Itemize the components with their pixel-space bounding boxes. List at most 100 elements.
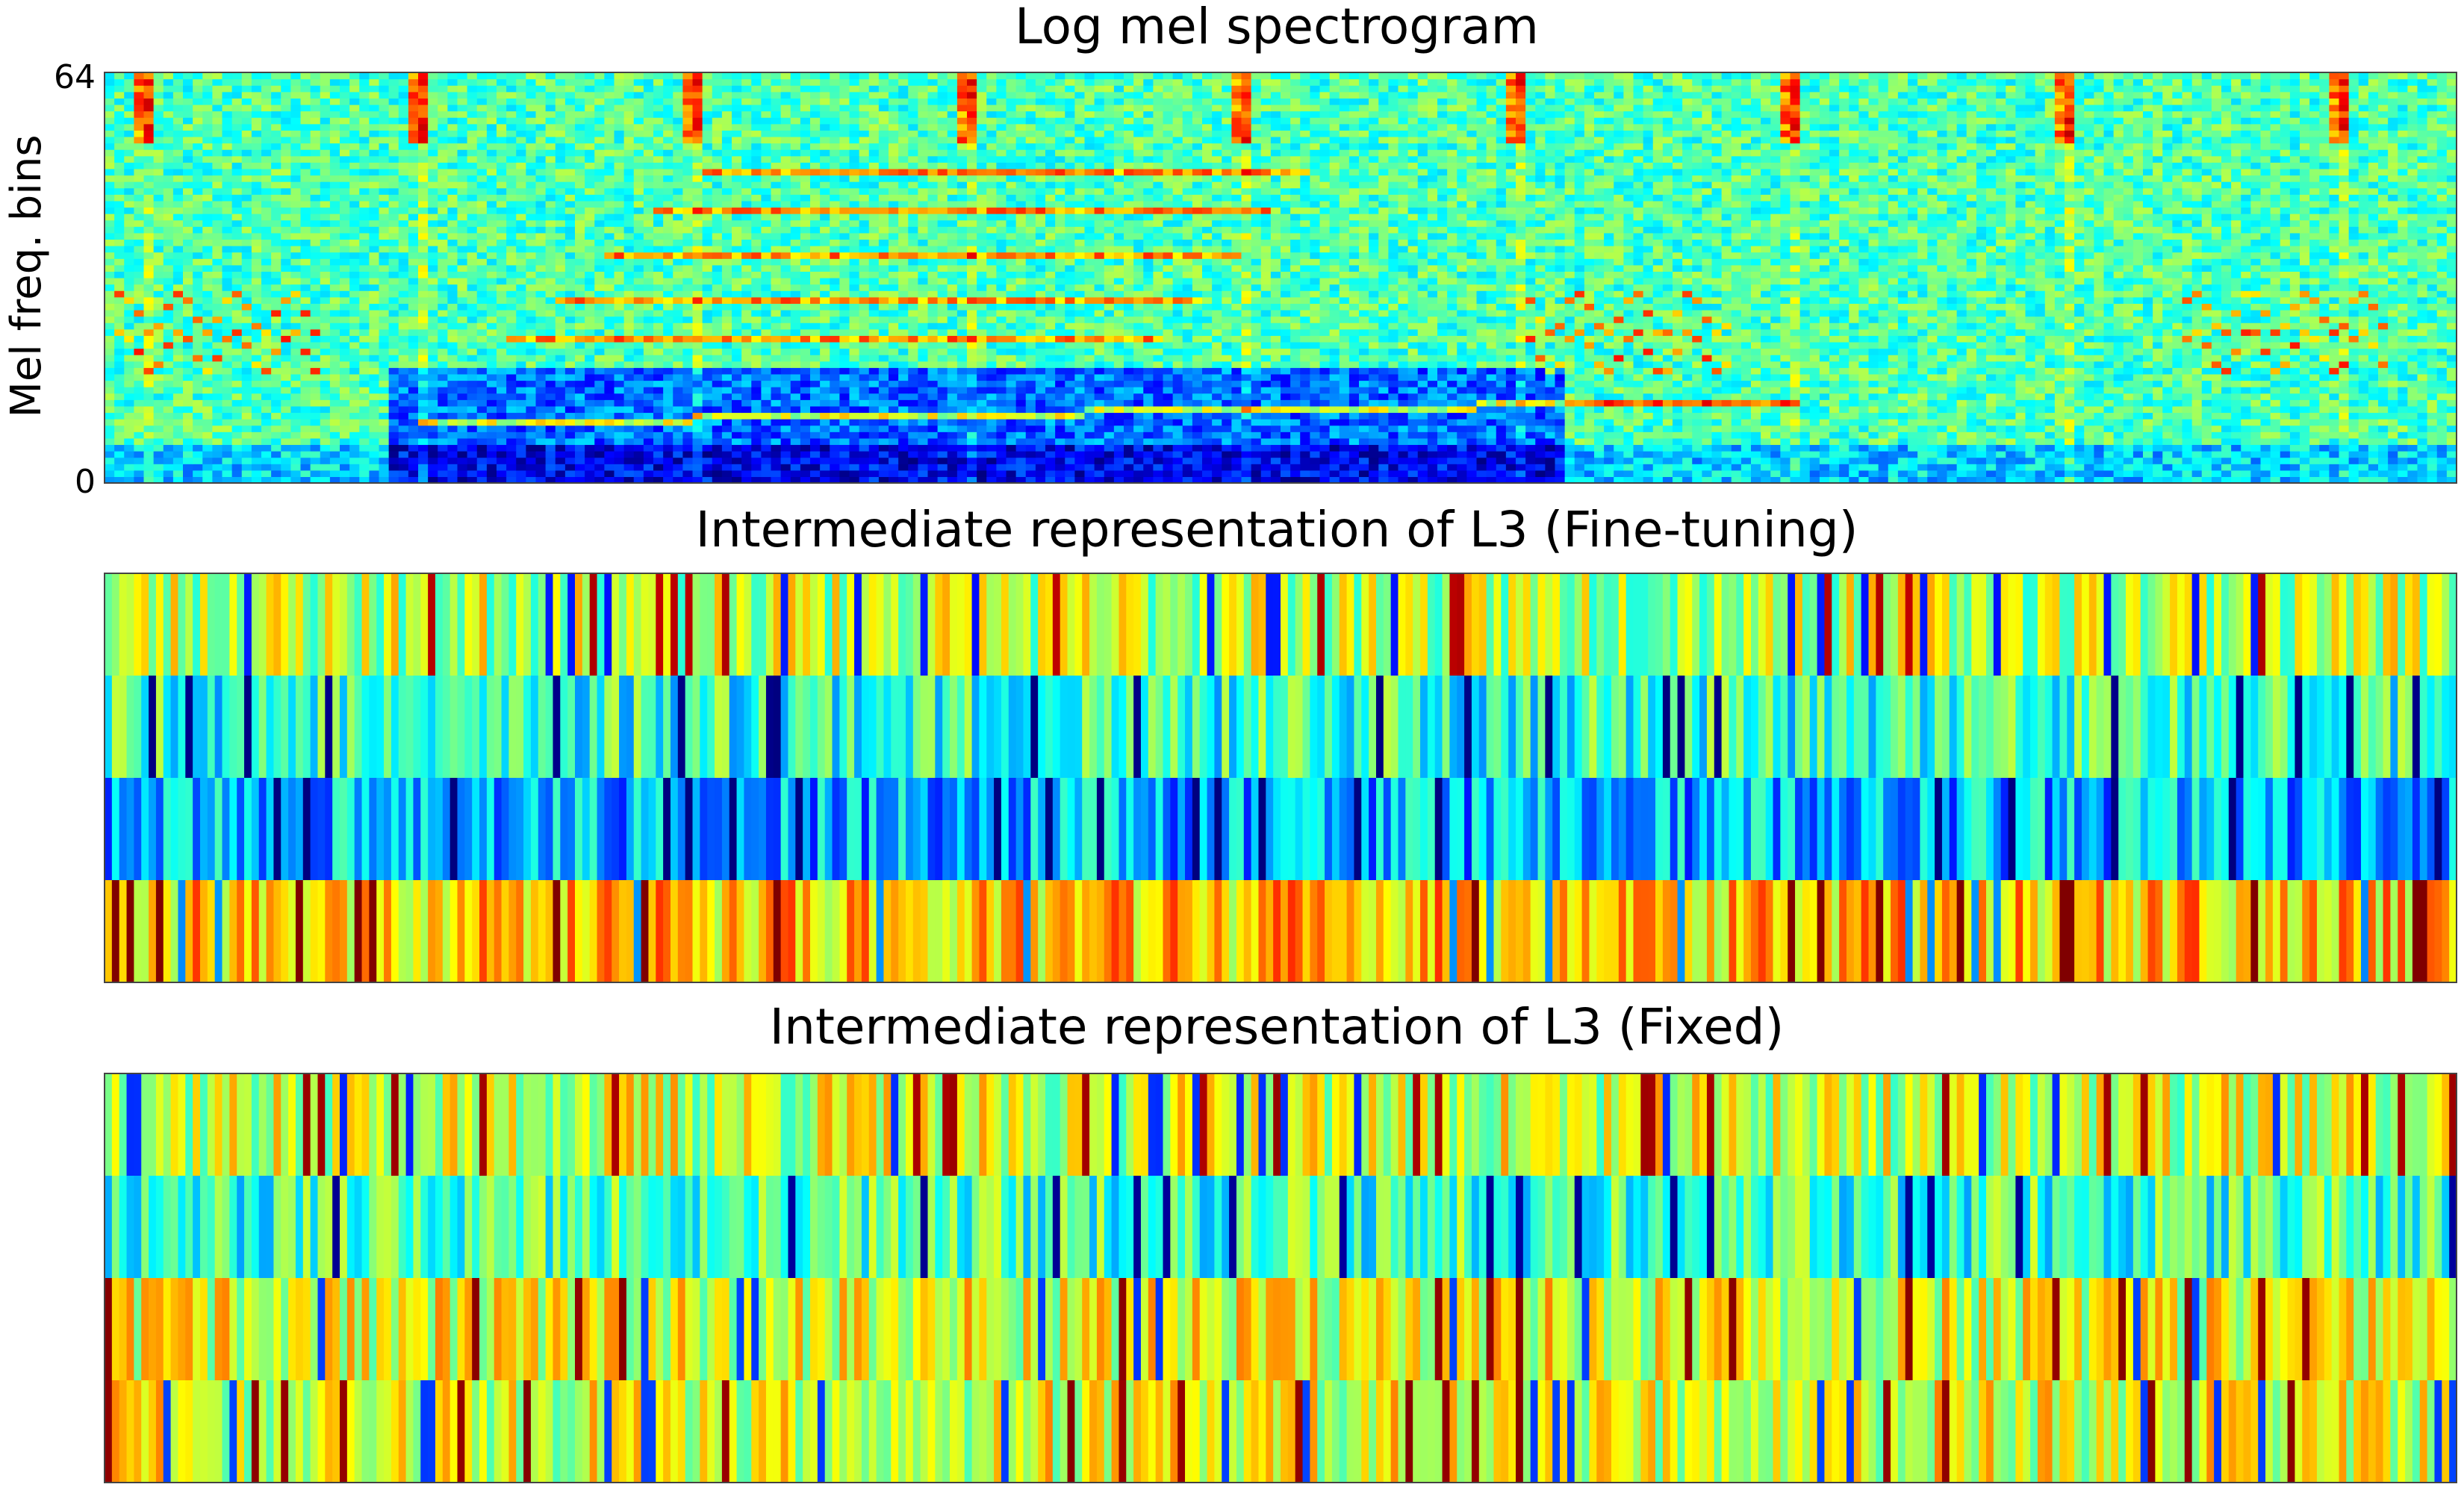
heatmap-cell xyxy=(369,367,380,375)
heatmap-cell xyxy=(1025,380,1036,387)
heatmap-cell xyxy=(889,393,899,400)
heatmap-cell xyxy=(2417,444,2428,452)
heatmap-cell xyxy=(721,444,732,452)
heatmap-cell xyxy=(555,412,566,420)
heatmap-cell xyxy=(281,380,291,387)
heatmap-cell xyxy=(329,476,340,484)
heatmap-cell xyxy=(1966,348,1977,355)
heatmap-cell xyxy=(1260,412,1272,420)
heatmap-cell xyxy=(271,464,281,471)
heatmap-cell xyxy=(1751,470,1761,477)
heatmap-cell xyxy=(526,387,537,394)
heatmap-cell xyxy=(732,464,742,471)
heatmap-cell xyxy=(1212,457,1222,464)
heatmap-cell xyxy=(388,437,399,446)
heatmap-cell xyxy=(1574,361,1585,368)
heatmap-cell xyxy=(1799,405,1811,414)
heatmap-cell xyxy=(1074,444,1086,452)
heatmap-cell xyxy=(1711,367,1723,375)
heatmap-cell xyxy=(1996,437,2006,446)
heatmap-cell xyxy=(1868,405,1879,414)
heatmap-cell xyxy=(810,367,821,375)
heatmap-cell xyxy=(1829,464,1840,471)
heatmap-cell xyxy=(908,412,918,420)
heatmap-cell xyxy=(1192,470,1203,477)
heatmap-cell xyxy=(2162,387,2173,394)
heatmap-cell xyxy=(506,419,517,426)
heatmap-cell xyxy=(2378,387,2389,394)
heatmap-cell xyxy=(830,355,840,362)
heatmap-cell xyxy=(1359,425,1369,432)
heatmap-cell xyxy=(1740,457,1752,464)
heatmap-cell xyxy=(1143,470,1154,477)
heatmap-cell xyxy=(1251,367,1262,375)
heatmap-cell xyxy=(212,457,223,464)
heatmap-cell xyxy=(1966,451,1977,458)
heatmap-cell xyxy=(2368,393,2379,400)
heatmap-cell xyxy=(947,367,958,375)
heatmap-cell xyxy=(859,393,870,400)
heatmap-cell xyxy=(1222,380,1232,387)
heatmap-cell xyxy=(1231,348,1242,355)
heatmap-cell xyxy=(300,355,311,362)
heatmap-cell xyxy=(2270,387,2281,394)
heatmap-cell xyxy=(2103,431,2115,439)
heatmap-cell xyxy=(1104,393,1115,400)
heatmap-cell xyxy=(682,419,694,426)
heatmap-cell xyxy=(918,399,929,407)
heatmap-cell xyxy=(2319,393,2330,400)
heatmap-cell xyxy=(761,348,772,355)
heatmap-cell xyxy=(673,355,683,362)
heatmap-cell xyxy=(2143,367,2153,375)
heatmap-cell xyxy=(868,393,880,400)
heatmap-cell xyxy=(643,431,654,439)
heatmap-cell xyxy=(2231,451,2241,458)
heatmap-cell xyxy=(1947,437,1958,446)
heatmap-cell xyxy=(790,387,801,394)
heatmap-cell xyxy=(1065,444,1075,452)
heatmap-cell xyxy=(1427,476,1438,484)
heatmap-cell xyxy=(614,419,625,426)
heatmap-cell xyxy=(349,367,360,375)
heatmap-cell xyxy=(1065,476,1075,484)
heatmap-cell xyxy=(1711,457,1723,464)
heatmap-cell xyxy=(2044,373,2056,381)
heatmap-cell xyxy=(1947,412,1958,420)
heatmap-cell xyxy=(555,361,566,368)
heatmap-cell xyxy=(1996,405,2006,414)
heatmap-cell xyxy=(868,355,880,362)
heatmap-cell xyxy=(1270,457,1281,464)
heatmap-cell xyxy=(839,444,850,452)
heatmap-cell xyxy=(271,476,281,484)
heatmap-cell xyxy=(878,457,889,464)
heatmap-cell xyxy=(1300,470,1310,477)
heatmap-cell xyxy=(986,380,997,387)
heatmap-cell xyxy=(1113,457,1124,464)
heatmap-cell xyxy=(202,393,213,400)
heatmap-cell xyxy=(2319,355,2330,362)
heatmap-cell xyxy=(2113,387,2124,394)
heatmap-cell xyxy=(428,361,438,368)
heatmap-cell xyxy=(398,405,409,414)
heatmap-cell xyxy=(1878,387,1889,394)
heatmap-cell xyxy=(643,387,654,394)
heatmap-cell xyxy=(732,405,742,414)
heatmap-cell xyxy=(114,457,125,464)
heatmap-cell xyxy=(761,393,772,400)
heatmap-cell xyxy=(594,451,605,458)
heatmap-cell xyxy=(300,431,311,439)
heatmap-cell xyxy=(1260,361,1272,368)
heatmap-cell xyxy=(1770,373,1781,381)
heatmap-cell xyxy=(2103,361,2115,368)
heatmap-cell xyxy=(673,387,683,394)
heatmap-cell xyxy=(2368,476,2379,484)
heatmap-cell xyxy=(2436,419,2448,426)
heatmap-cell xyxy=(2221,451,2232,458)
heatmap-cell xyxy=(2280,431,2291,439)
heatmap-cell xyxy=(1417,393,1428,400)
heatmap-cell xyxy=(1241,425,1252,432)
heatmap-cell xyxy=(585,373,595,381)
heatmap-cell xyxy=(1986,405,1997,414)
heatmap-cell xyxy=(1662,393,1673,400)
heatmap-cell xyxy=(2329,464,2340,471)
